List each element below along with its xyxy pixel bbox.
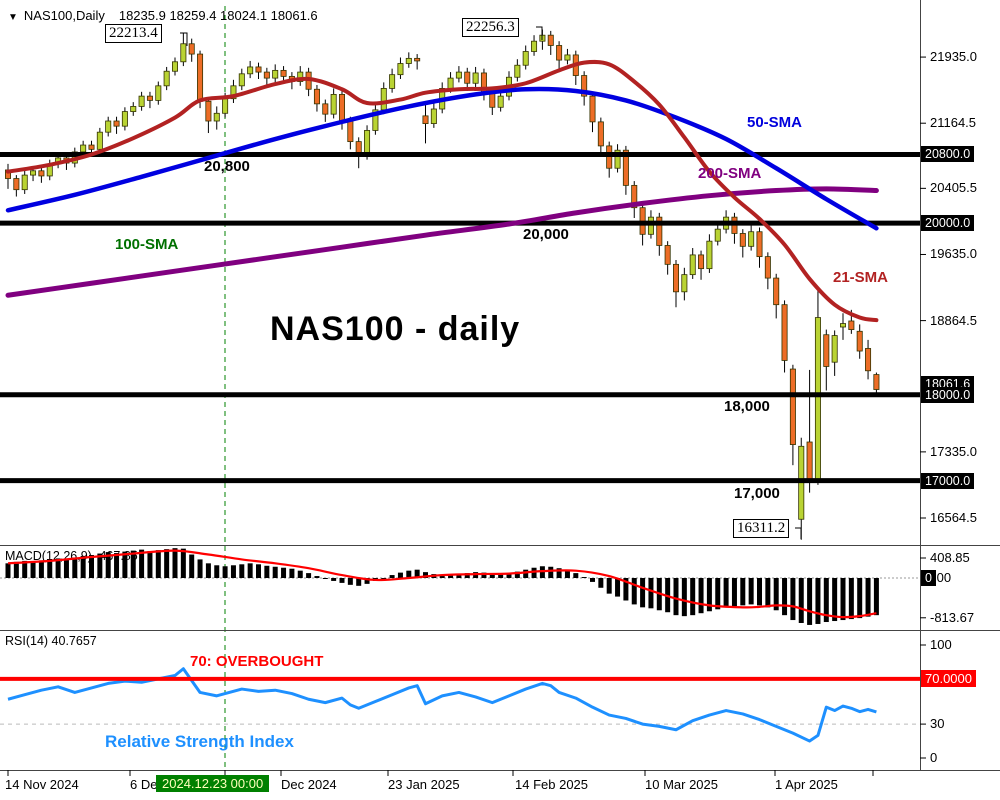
rsi-axis-label: 30 [930,716,945,732]
price-callout-feb-high[interactable]: 22256.3 [462,18,519,37]
macd-axis-label: -813.67 [930,609,975,625]
price-axis-label: 21164.5 [930,115,977,131]
level-price-badge: 20000.0 [921,215,975,232]
overbought-label: 70: OVERBOUGHT [190,653,324,670]
level-label-20800: 20,800 [204,158,250,175]
price-callout-apr-low[interactable]: 16311.2 [733,519,790,538]
chart-titlebar: ▼ NAS100,Daily 18235.9 18259.4 18024.1 180… [8,8,318,23]
level-label-20000: 20,000 [523,226,569,243]
macd-axis-label: .00 [933,570,952,585]
price-axis-label: 18864.5 [930,312,977,328]
price-axis-label: 17335.0 [930,443,977,459]
rsi-indicator-label: RSI(14) 40.7657 [5,634,97,648]
rsi-axis-label: 0 [930,750,938,765]
price-axis-label: 19635.0 [930,246,977,262]
level-price-badge: 18000.0 [921,386,975,403]
date-label: 23 Jan 2025 [388,777,460,792]
rsi-axis-label: 100 [930,637,952,652]
level-price-badge: 17000.0 [921,472,975,489]
symbol-period-label: NAS100,Daily [23,8,105,23]
sma100-label: 100-SMA [115,236,179,253]
date-label: 1 Apr 2025 [775,777,838,792]
level-label-18000: 18,000 [724,398,770,415]
macd-axis-label: 408.85 [930,550,970,565]
chart-watermark-title: NAS100 - daily [270,310,521,348]
rsi-name-label: Relative Strength Index [105,732,294,751]
sma21-label: 21-SMA [833,269,889,286]
selected-date-badge[interactable]: 2024.12.23 00:00 [156,775,270,792]
date-label: 14 Feb 2025 [515,777,589,792]
level-label-17000: 17,000 [734,485,780,502]
price-axis-label: 20405.5 [930,180,977,196]
sma200-label: 200-SMA [698,165,762,182]
date-label: 14 Nov 2024 [5,777,79,792]
price-axis-label: 21935.0 [930,49,977,65]
macd-zero-badge: 0 [921,570,936,586]
price-axis-label: 16564.5 [930,510,977,525]
sma50-label: 50-SMA [747,114,803,131]
symbol-dropdown-icon[interactable]: ▼ [8,12,18,23]
price-callout-dec-high[interactable]: 22213.4 [105,24,162,43]
date-label: Dec 2024 [281,777,337,792]
level-price-badge: 20800.0 [921,146,975,163]
ohlc-values: 18235.9 18259.4 18024.1 18061.6 [118,8,318,23]
date-label: 10 Mar 2025 [645,777,718,792]
rsi-overbought-badge: 70.0000 [921,669,976,687]
macd-indicator-label: MACD(12,26,9) -467.85 [5,549,138,563]
date-label: 6 De [130,777,158,792]
